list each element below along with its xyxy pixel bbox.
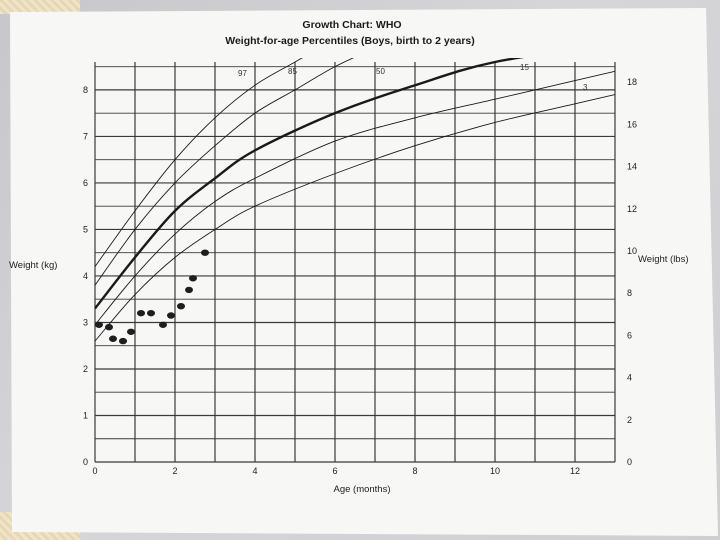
x-tick-label: 6 <box>332 466 337 476</box>
percentile-curves <box>95 58 615 342</box>
y2-axis-label: Weight (lbs) <box>638 254 689 265</box>
measurement-point <box>189 275 197 282</box>
y-tick-label: 6 <box>83 178 88 188</box>
y-tick-label: 8 <box>83 85 88 95</box>
measurement-point <box>137 309 145 317</box>
percentile-curve-15 <box>95 70 615 326</box>
percentile-curve-3 <box>95 94 615 342</box>
measurement-point <box>167 312 175 319</box>
measurement-point <box>109 335 117 342</box>
x-tick-label: 0 <box>92 466 97 476</box>
y2-tick-label: 18 <box>627 77 637 87</box>
x-tick-label: 8 <box>412 466 417 476</box>
percentile-label: 97 <box>238 69 247 78</box>
measurement-point <box>119 337 127 345</box>
percentile-label: 85 <box>288 67 297 76</box>
measurement-point <box>105 323 113 331</box>
percentile-curve-97 <box>95 58 303 267</box>
chart-subtitle: Weight-for-age Percentiles (Boys, birth … <box>225 35 475 47</box>
y-tick-label: 4 <box>83 271 88 281</box>
y-tick-label: 0 <box>83 457 88 467</box>
y2-tick-label: 0 <box>627 457 632 467</box>
percentile-label: 3 <box>583 83 588 92</box>
y-tick-label: 7 <box>83 131 88 141</box>
measurement-point <box>147 309 155 317</box>
y2-tick-label: 4 <box>627 373 632 383</box>
y2-tick-label: 12 <box>627 204 637 214</box>
y-tick-label: 5 <box>83 224 88 234</box>
slide-corner-top <box>0 0 80 14</box>
x-tick-label: 2 <box>172 466 177 476</box>
percentile-curve-85 <box>95 58 354 286</box>
x-tick-label: 10 <box>490 466 500 476</box>
measurement-point <box>177 302 185 310</box>
x-axis-label: Age (months) <box>333 484 390 495</box>
x-tick-label: 12 <box>570 466 580 476</box>
y-tick-label: 3 <box>83 317 88 327</box>
chart-sheet <box>10 8 718 536</box>
chart-grid <box>94 62 616 463</box>
y2-tick-label: 8 <box>627 288 632 298</box>
percentile-curve-50 <box>95 58 524 310</box>
y2-tick-label: 16 <box>627 119 637 129</box>
y-tick-label: 2 <box>83 364 88 374</box>
percentile-label: 50 <box>376 67 385 76</box>
measurement-point <box>201 249 209 256</box>
y2-tick-label: 2 <box>627 415 632 425</box>
measurement-point <box>159 321 167 328</box>
y-tick-label: 1 <box>83 410 88 420</box>
measurement-point <box>95 321 103 328</box>
measurement-point <box>127 328 135 335</box>
x-tick-label: 4 <box>252 466 257 476</box>
percentile-label: 15 <box>520 63 529 72</box>
measurement-point <box>185 286 193 294</box>
y2-tick-label: 14 <box>627 162 637 172</box>
chart-title: Growth Chart: WHO <box>302 19 401 31</box>
y2-tick-label: 6 <box>627 330 632 340</box>
y-axis-label: Weight (kg) <box>9 260 57 271</box>
y2-tick-label: 10 <box>627 246 637 256</box>
measurement-points <box>95 249 209 345</box>
